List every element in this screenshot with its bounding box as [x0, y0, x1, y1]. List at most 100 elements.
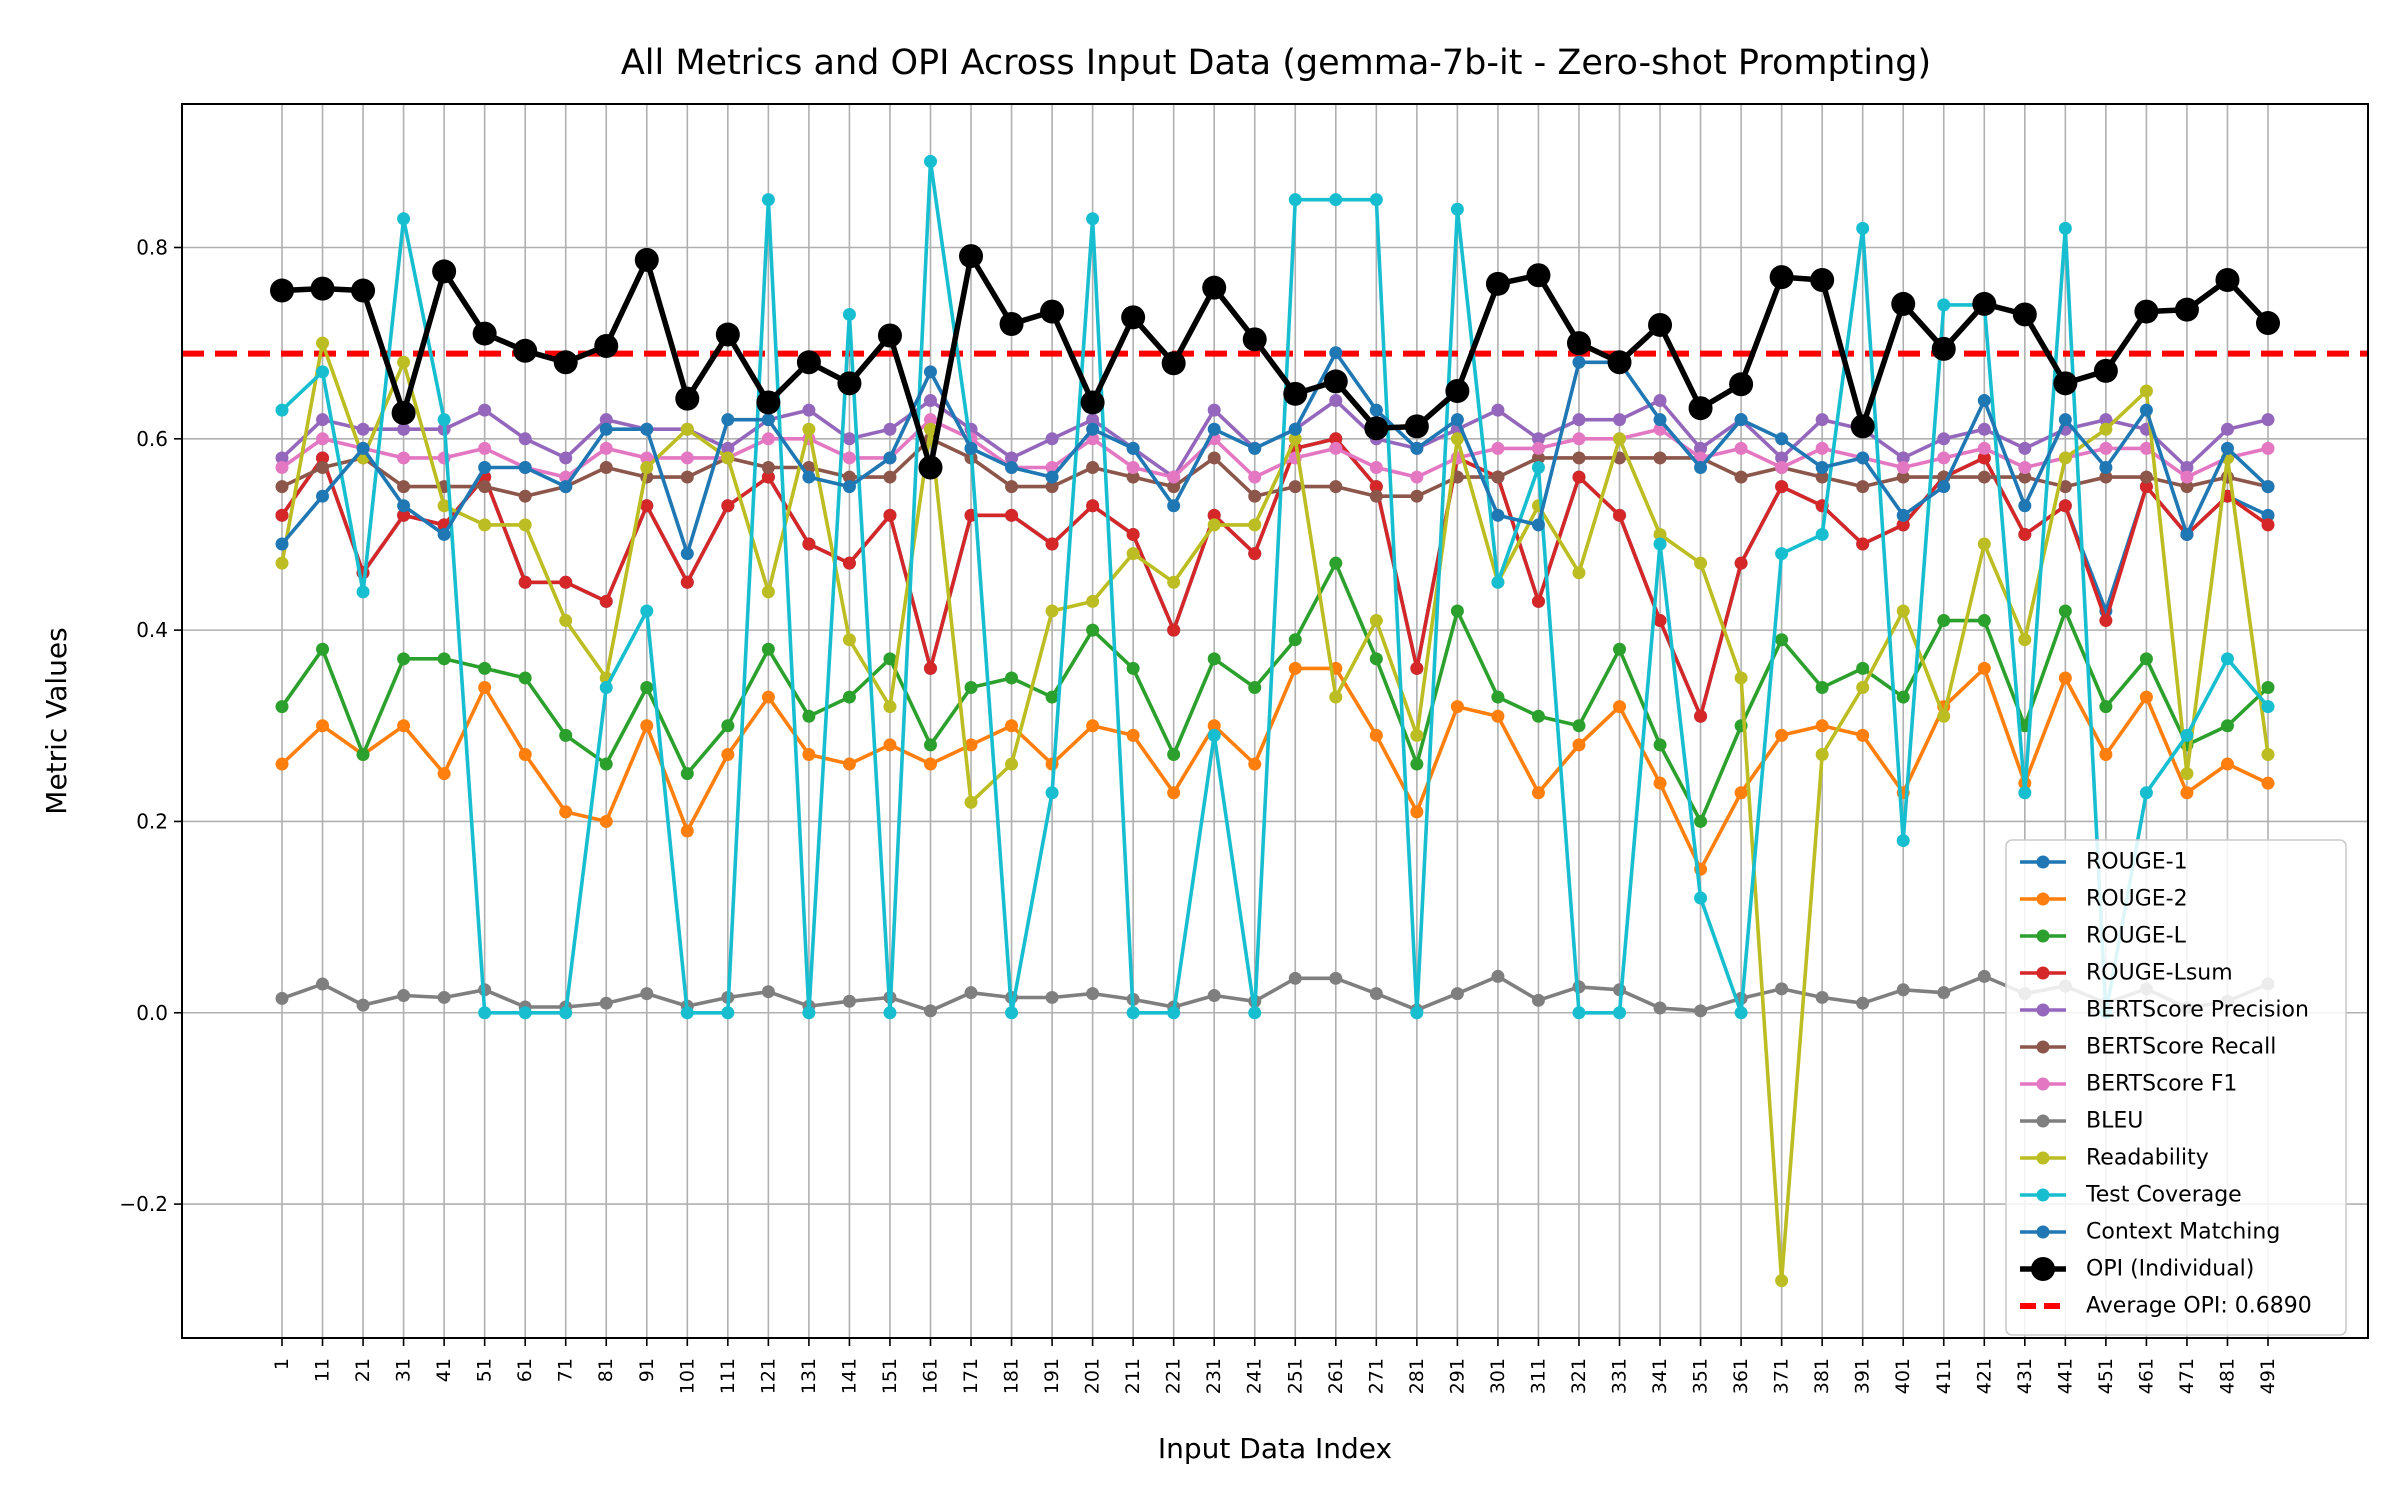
y-tick-label: 0.8 — [136, 235, 168, 259]
x-tick-label: 171 — [960, 1358, 982, 1394]
data-point-rouge-l — [1977, 614, 1991, 628]
data-point-opi-individual — [1242, 327, 1267, 352]
data-point-bleu — [356, 998, 370, 1012]
data-point-rouge-2 — [1005, 719, 1019, 733]
data-point-opi-individual — [1323, 369, 1348, 394]
data-point-bleu — [842, 994, 856, 1008]
data-point-bertscore-precision — [2261, 413, 2275, 427]
data-point-test-coverage — [923, 154, 937, 168]
data-point-bertscore-precision — [1207, 403, 1221, 417]
legend-entry: ROUGE-2 — [2020, 887, 2188, 912]
data-point-bertscore-recall — [316, 461, 330, 475]
data-point-rouge-lsum — [1775, 480, 1789, 494]
data-point-bleu — [964, 986, 978, 1000]
data-point-test-coverage — [1572, 1006, 1586, 1020]
data-point-rouge-lsum — [1045, 537, 1059, 551]
data-point-rouge-l — [1613, 642, 1627, 656]
data-point-readability — [437, 499, 451, 513]
x-tick-label: 231 — [1203, 1358, 1225, 1394]
x-tick-label: 111 — [717, 1358, 739, 1394]
data-point-rouge-lsum — [1086, 499, 1100, 513]
series-line-bertscore-f1 — [280, 417, 2269, 479]
data-point-rouge-l — [923, 738, 937, 752]
data-point-test-coverage — [397, 212, 411, 226]
data-point-rouge-2 — [1167, 786, 1181, 800]
data-point-context-matching — [1045, 470, 1059, 484]
data-point-bertscore-precision — [1329, 394, 1343, 408]
x-tick-label: 291 — [1446, 1358, 1468, 1394]
data-point-context-matching — [1086, 422, 1100, 436]
data-point-bertscore-recall — [1815, 470, 1829, 484]
data-point-readability — [2058, 451, 2072, 465]
series-line-context-matching — [280, 350, 2270, 556]
data-point-rouge-2 — [397, 719, 411, 733]
data-point-test-coverage — [1045, 786, 1059, 800]
data-point-bertscore-precision — [1045, 432, 1059, 446]
data-point-test-coverage — [1734, 1006, 1748, 1020]
data-point-test-coverage — [640, 604, 654, 618]
data-point-opi-individual — [837, 371, 862, 396]
data-point-rouge-l — [1207, 652, 1221, 666]
data-point-test-coverage — [1410, 1006, 1424, 1020]
data-point-test-coverage — [1086, 212, 1100, 226]
data-point-bleu — [1329, 971, 1343, 985]
data-point-opi-individual — [472, 321, 497, 346]
data-point-bleu — [923, 1004, 937, 1018]
x-tick-label: 261 — [1325, 1358, 1347, 1394]
data-point-bertscore-f1 — [1977, 441, 1991, 455]
data-point-test-coverage — [1288, 193, 1302, 207]
data-point-test-coverage — [1369, 193, 1383, 207]
data-point-bertscore-precision — [802, 403, 816, 417]
legend-entry: BERTScore Recall — [2020, 1035, 2276, 1060]
legend-label: BERTScore Recall — [2086, 1035, 2276, 1060]
data-point-opi-individual — [1891, 291, 1916, 316]
data-point-bertscore-precision — [478, 403, 492, 417]
data-point-bleu — [397, 989, 411, 1003]
data-point-bertscore-recall — [1045, 480, 1059, 494]
legend-marker — [2031, 1257, 2055, 1281]
data-point-rouge-l — [761, 642, 775, 656]
data-point-bertscore-precision — [316, 413, 330, 427]
data-point-bertscore-precision — [1694, 441, 1708, 455]
data-point-rouge-2 — [923, 757, 937, 771]
data-point-rouge-2 — [316, 719, 330, 733]
data-point-context-matching — [2220, 441, 2234, 455]
data-point-bertscore-f1 — [923, 413, 937, 427]
data-point-bertscore-precision — [356, 422, 370, 436]
data-point-test-coverage — [1167, 1006, 1181, 1020]
data-point-bertscore-recall — [1005, 480, 1019, 494]
series-opi-individual — [270, 244, 2280, 480]
data-point-opi-individual — [1729, 372, 1754, 397]
data-point-bertscore-recall — [1288, 480, 1302, 494]
data-point-rouge-l — [559, 728, 573, 742]
data-point-rouge-lsum — [559, 575, 573, 589]
data-point-opi-individual — [310, 276, 335, 301]
x-tick-label: 401 — [1892, 1358, 1914, 1394]
data-point-rouge-2 — [1734, 786, 1748, 800]
data-point-rouge-lsum — [1734, 556, 1748, 570]
data-point-bleu — [1694, 1004, 1708, 1018]
data-point-rouge-l — [1896, 690, 1910, 704]
data-point-context-matching — [2261, 480, 2275, 494]
data-point-test-coverage — [1856, 221, 1870, 235]
data-point-context-matching — [599, 422, 613, 436]
data-point-rouge-2 — [1977, 661, 1991, 675]
data-point-readability — [2261, 747, 2275, 761]
legend-marker — [2036, 1114, 2050, 1128]
data-point-context-matching — [1288, 422, 1302, 436]
data-point-readability — [1248, 518, 1262, 532]
data-point-readability — [397, 355, 411, 369]
data-point-context-matching — [2058, 413, 2072, 427]
data-point-bertscore-recall — [842, 470, 856, 484]
data-point-bertscore-f1 — [1491, 441, 1505, 455]
data-point-bertscore-recall — [1329, 480, 1343, 494]
legend-label: OPI (Individual) — [2086, 1257, 2254, 1282]
data-point-rouge-l — [1167, 747, 1181, 761]
data-point-rouge-2 — [1572, 738, 1586, 752]
data-point-readability — [1734, 671, 1748, 685]
data-point-rouge-l — [1815, 681, 1829, 695]
data-point-opi-individual — [715, 322, 740, 347]
data-point-test-coverage — [2180, 728, 2194, 742]
data-point-context-matching — [761, 413, 775, 427]
data-point-rouge-l — [1856, 661, 1870, 675]
